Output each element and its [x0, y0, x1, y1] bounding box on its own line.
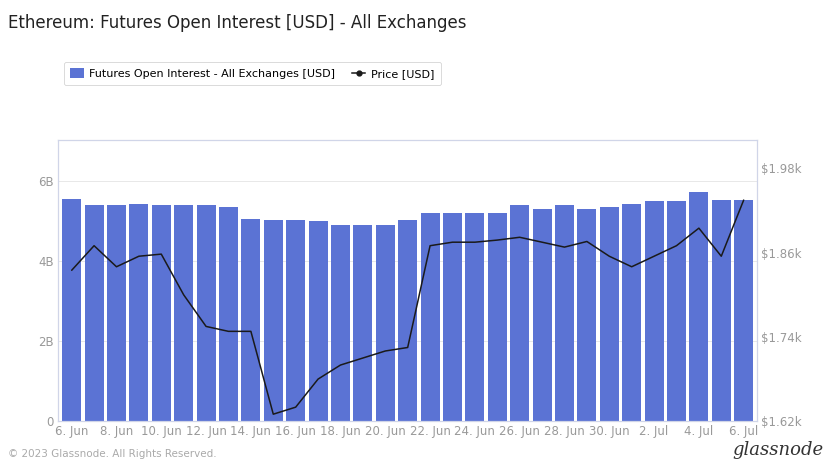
Bar: [577, 209, 597, 421]
Bar: [510, 205, 529, 421]
Bar: [443, 213, 462, 421]
Bar: [174, 205, 193, 421]
Bar: [465, 213, 484, 421]
Bar: [376, 226, 395, 421]
Bar: [488, 213, 507, 421]
Bar: [690, 192, 708, 421]
Bar: [151, 205, 171, 421]
Bar: [555, 205, 574, 421]
Bar: [219, 206, 238, 421]
Bar: [532, 209, 552, 421]
Bar: [85, 205, 104, 421]
Bar: [399, 220, 417, 421]
Bar: [734, 200, 753, 421]
Bar: [711, 200, 730, 421]
Text: Ethereum: Futures Open Interest [USD] - All Exchanges: Ethereum: Futures Open Interest [USD] - …: [8, 14, 467, 32]
Legend: Futures Open Interest - All Exchanges [USD], Price [USD]: Futures Open Interest - All Exchanges [U…: [64, 62, 441, 86]
Text: © 2023 Glassnode. All Rights Reserved.: © 2023 Glassnode. All Rights Reserved.: [8, 449, 217, 459]
Bar: [667, 201, 686, 421]
Bar: [129, 204, 148, 421]
Bar: [241, 219, 260, 421]
Bar: [354, 226, 373, 421]
Bar: [600, 206, 619, 421]
Bar: [622, 204, 641, 421]
Text: glassnode: glassnode: [732, 441, 824, 459]
Bar: [107, 205, 126, 421]
Bar: [309, 221, 328, 421]
Bar: [264, 220, 283, 421]
Bar: [420, 213, 439, 421]
Bar: [645, 201, 664, 421]
Bar: [62, 198, 82, 421]
Bar: [331, 226, 350, 421]
Bar: [286, 220, 305, 421]
Bar: [196, 205, 215, 421]
